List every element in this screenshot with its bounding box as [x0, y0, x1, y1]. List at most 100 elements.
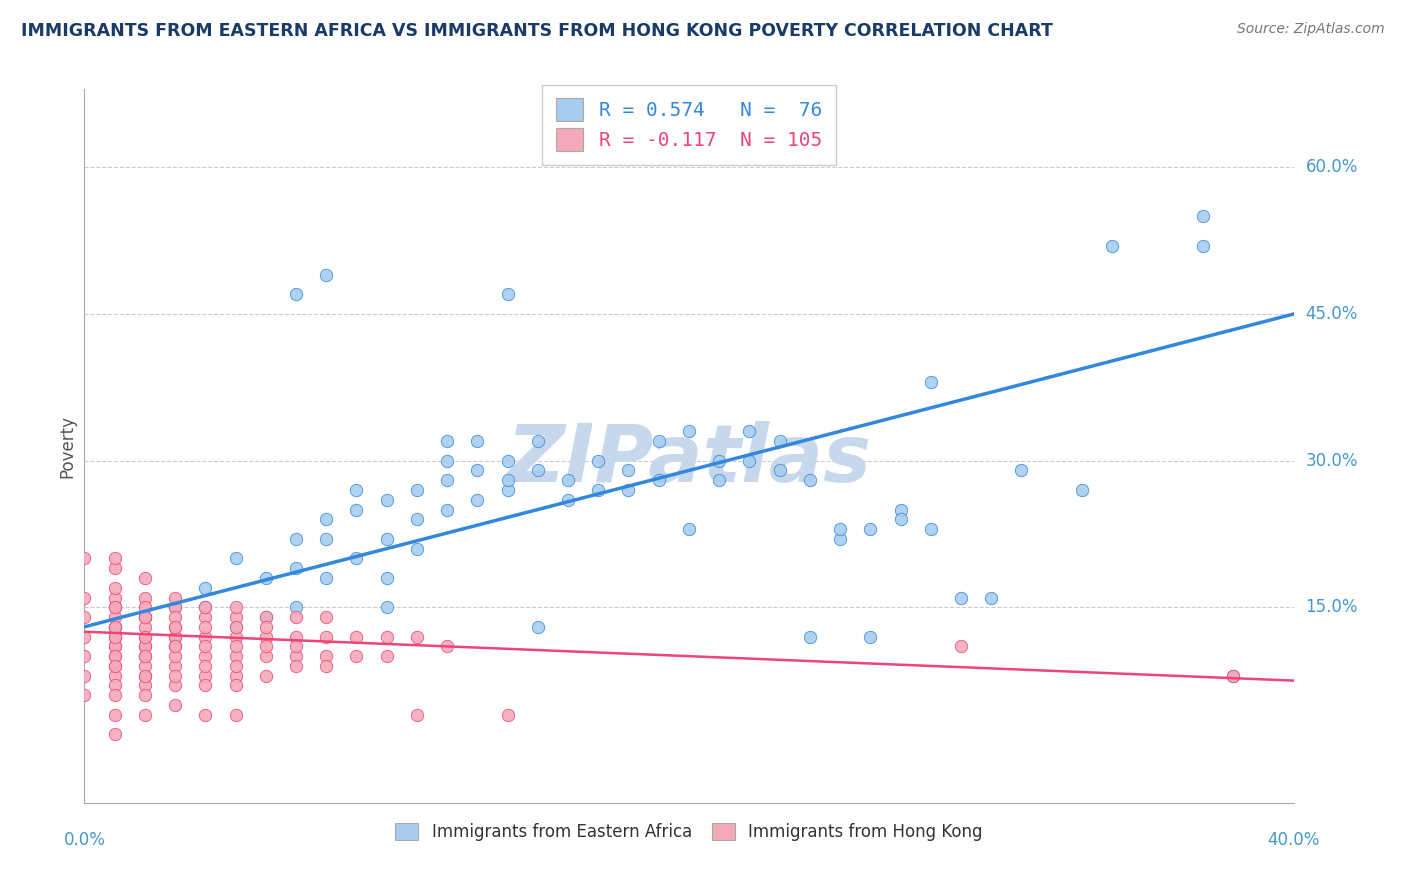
Point	[436, 434, 458, 449]
Point	[104, 649, 127, 664]
Point	[436, 640, 458, 654]
Point	[163, 649, 186, 664]
Point	[134, 610, 156, 624]
Point	[73, 591, 96, 605]
Point	[315, 268, 337, 282]
Point	[526, 463, 548, 477]
Point	[284, 561, 308, 575]
Point	[194, 707, 217, 722]
Point	[104, 659, 127, 673]
Point	[617, 483, 640, 497]
Point	[104, 659, 127, 673]
Text: 60.0%: 60.0%	[1306, 159, 1358, 177]
Point	[588, 483, 610, 497]
Point	[315, 532, 337, 546]
Point	[134, 571, 156, 585]
Point	[1101, 238, 1123, 252]
Point	[225, 649, 247, 664]
Point	[225, 669, 247, 683]
Point	[830, 532, 852, 546]
Point	[104, 649, 127, 664]
Point	[134, 659, 156, 673]
Point	[104, 600, 127, 615]
Point	[859, 630, 882, 644]
Point	[1222, 669, 1244, 683]
Text: 30.0%: 30.0%	[1306, 451, 1358, 470]
Point	[496, 707, 519, 722]
Point	[104, 727, 127, 741]
Point	[284, 610, 308, 624]
Point	[134, 591, 156, 605]
Point	[284, 532, 308, 546]
Point	[830, 522, 852, 536]
Point	[134, 688, 156, 702]
Point	[134, 640, 156, 654]
Point	[194, 600, 217, 615]
Point	[104, 581, 127, 595]
Text: 0.0%: 0.0%	[63, 831, 105, 849]
Point	[254, 571, 277, 585]
Point	[799, 473, 821, 487]
Point	[647, 473, 671, 487]
Point	[225, 551, 247, 566]
Point	[557, 492, 579, 507]
Point	[163, 620, 186, 634]
Point	[526, 434, 548, 449]
Point	[73, 630, 96, 644]
Point	[980, 591, 1002, 605]
Text: 15.0%: 15.0%	[1306, 599, 1358, 616]
Point	[194, 620, 217, 634]
Point	[194, 678, 217, 692]
Point	[588, 453, 610, 467]
Point	[284, 600, 308, 615]
Point	[104, 620, 127, 634]
Point	[134, 649, 156, 664]
Point	[194, 610, 217, 624]
Point	[163, 600, 186, 615]
Point	[134, 620, 156, 634]
Point	[134, 669, 156, 683]
Point	[225, 600, 247, 615]
Point	[496, 287, 519, 301]
Point	[194, 630, 217, 644]
Point	[406, 630, 429, 644]
Point	[890, 502, 912, 516]
Text: 45.0%: 45.0%	[1306, 305, 1358, 323]
Point	[163, 591, 186, 605]
Point	[134, 630, 156, 644]
Point	[225, 620, 247, 634]
Point	[104, 678, 127, 692]
Point	[104, 707, 127, 722]
Point	[134, 707, 156, 722]
Point	[950, 591, 973, 605]
Point	[920, 376, 942, 390]
Point	[496, 483, 519, 497]
Point	[134, 678, 156, 692]
Point	[346, 483, 368, 497]
Point	[709, 473, 731, 487]
Point	[104, 640, 127, 654]
Point	[496, 453, 519, 467]
Point	[134, 630, 156, 644]
Point	[134, 649, 156, 664]
Point	[678, 425, 700, 439]
Text: ZIPatlas: ZIPatlas	[506, 421, 872, 500]
Point	[194, 581, 217, 595]
Point	[859, 522, 882, 536]
Point	[346, 649, 368, 664]
Point	[225, 707, 247, 722]
Point	[225, 610, 247, 624]
Point	[406, 541, 429, 556]
Point	[254, 620, 277, 634]
Point	[194, 659, 217, 673]
Point	[254, 640, 277, 654]
Point	[284, 640, 308, 654]
Point	[194, 640, 217, 654]
Point	[73, 551, 96, 566]
Point	[526, 620, 548, 634]
Text: Source: ZipAtlas.com: Source: ZipAtlas.com	[1237, 22, 1385, 37]
Point	[254, 630, 277, 644]
Point	[436, 473, 458, 487]
Point	[467, 434, 489, 449]
Point	[284, 287, 308, 301]
